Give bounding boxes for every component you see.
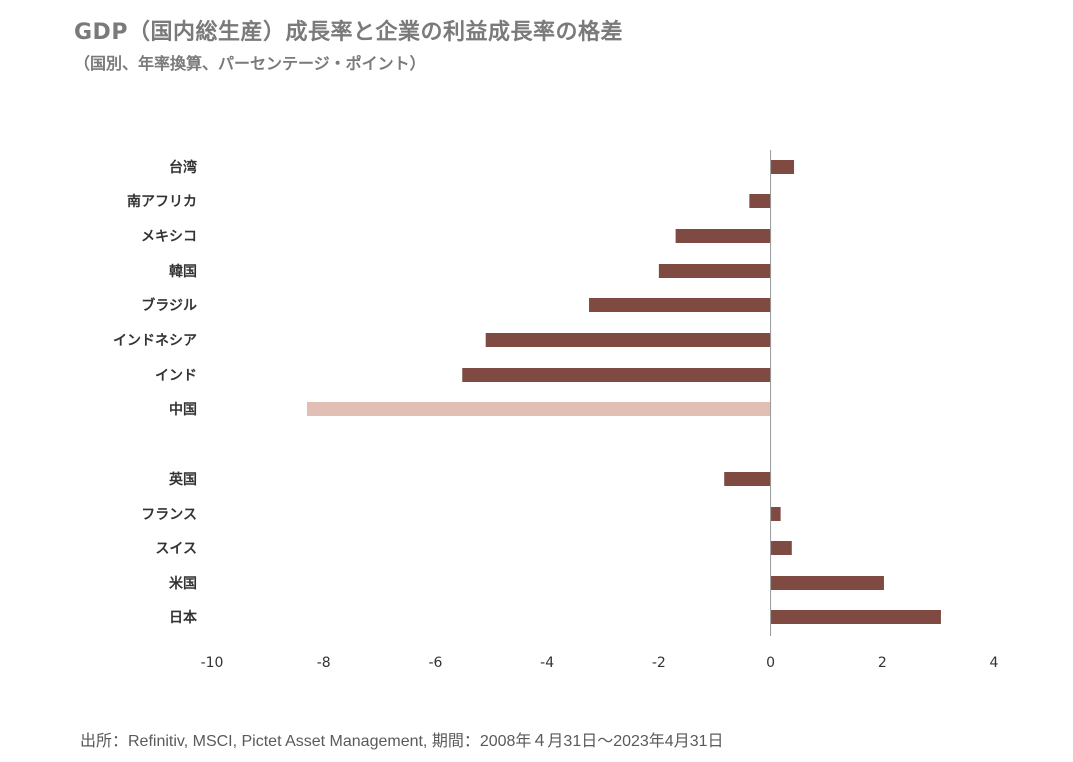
bar-2 — [749, 194, 771, 208]
category-label: フランス — [141, 507, 197, 523]
category-label: 日本 — [169, 609, 198, 626]
bar-11 — [770, 541, 792, 555]
category-labels: 台湾南アフリカメキシコ韓国ブラジルインドネシアインド中国英国フランススイス米国日… — [113, 159, 198, 626]
x-tick-label: -6 — [428, 655, 442, 671]
category-label: 中国 — [169, 401, 197, 418]
x-tick-label: -4 — [540, 655, 554, 671]
category-label: 英国 — [168, 471, 197, 488]
x-tick-label: -10 — [201, 655, 224, 671]
bar-9 — [724, 472, 771, 486]
bar-10 — [770, 507, 781, 521]
bars-group — [306, 160, 941, 624]
bar-8 — [306, 402, 771, 416]
x-tick-label: 4 — [990, 655, 999, 671]
category-label: インドネシア — [113, 333, 197, 349]
source-note: 出所：Refinitiv, MSCI, Pictet Asset Managem… — [80, 733, 724, 750]
category-label: 台湾 — [169, 159, 197, 176]
category-label: メキシコ — [141, 229, 197, 245]
bar-13 — [770, 610, 941, 624]
bar-6 — [485, 333, 771, 347]
bar-12 — [770, 576, 884, 590]
category-label: 南アフリカ — [127, 193, 197, 210]
x-tick-label: 0 — [766, 655, 775, 671]
x-tick-label: -2 — [652, 655, 666, 671]
bar-4 — [658, 264, 771, 278]
category-label: インド — [155, 368, 197, 384]
bar-1 — [770, 160, 795, 174]
x-tick-label: 2 — [878, 655, 887, 671]
category-label: スイス — [155, 541, 197, 557]
chart-subtitle: （国別、年率換算、パーセンテージ・ポイント） — [74, 54, 426, 73]
bar-7 — [462, 368, 771, 382]
category-label: 米国 — [169, 575, 197, 592]
bar-3 — [675, 229, 771, 243]
chart-title: GDP（国内総生産）成長率と企業の利益成長率の格差 — [74, 20, 623, 45]
x-tick-labels: -10 -8 -6 -4 -2 0 2 4 — [201, 655, 999, 671]
category-label: 韓国 — [169, 263, 197, 280]
category-label: ブラジル — [141, 297, 197, 314]
x-tick-label: -8 — [317, 655, 331, 671]
bar-5 — [589, 298, 771, 312]
